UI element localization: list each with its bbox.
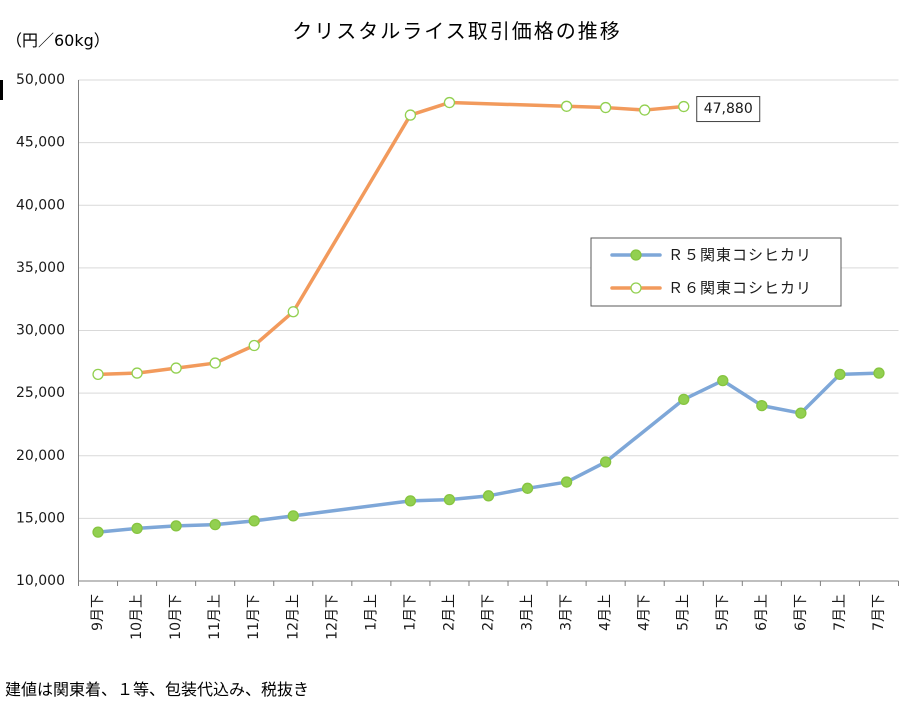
x-axis-tick-labels: 9月下 10月上 10月下 11月上 11月下 12月上 12月下 1月上 1月下 2月上 2月下 3… <box>90 594 887 640</box>
series-1-point <box>443 493 456 506</box>
x-tick-label: 9月下 <box>90 594 106 631</box>
series-2-point <box>560 100 573 112</box>
x-tick-label: 5月下 <box>715 594 731 631</box>
legend-swatch-marker <box>630 249 642 261</box>
y-tick-label: 50,000 <box>16 72 65 88</box>
x-tick-label: 6月下 <box>793 594 809 631</box>
x-tick-label: 2月上 <box>441 594 457 631</box>
series-1-point <box>599 456 612 468</box>
series-1-point <box>873 367 885 379</box>
data-labels: 47,880 <box>696 96 761 123</box>
x-tick-label: 10月下 <box>168 594 184 640</box>
series-1-point <box>287 510 299 522</box>
x-tick-label: 7月上 <box>832 594 848 631</box>
x-tick-label: 12月上 <box>285 594 301 640</box>
x-tick-label: 3月下 <box>559 594 575 631</box>
series-1-line <box>96 371 881 534</box>
edge-marker <box>0 80 3 100</box>
price-trend-line-chart: 10,000 15,000 20,000 25,000 30,000 35,000 40,0… <box>16 72 899 640</box>
legend-box <box>590 237 842 307</box>
x-tick-label: 4月下 <box>637 594 653 631</box>
y-axis-tick-labels: 10,000 15,000 20,000 25,000 30,000 35,000 40,0… <box>16 72 65 589</box>
series-2-point <box>131 367 143 379</box>
series-2-point <box>170 362 182 374</box>
series-2-point <box>404 109 417 121</box>
y-tick-label: 40,000 <box>16 197 65 213</box>
series-1-point <box>560 476 573 488</box>
series-1-point <box>209 518 221 531</box>
y-tick-label: 15,000 <box>16 510 65 526</box>
x-tick-label: 11月上 <box>207 594 223 640</box>
x-tick-label: 5月上 <box>676 594 692 631</box>
x-tick-label: 2月下 <box>481 594 497 631</box>
series-1-point <box>795 407 807 419</box>
y-tick-label: 35,000 <box>16 260 65 276</box>
y-tick-label: 30,000 <box>16 323 65 339</box>
data-label-box <box>696 96 761 123</box>
series-2-point <box>209 357 221 369</box>
y-tick-label: 10,000 <box>16 573 65 589</box>
x-tick-label: 6月上 <box>754 594 770 631</box>
x-tick-label: 10月上 <box>129 594 145 640</box>
x-tick-label: 7月下 <box>871 594 887 631</box>
series-1-point <box>92 526 104 538</box>
y-axis-unit-label: （円／60kg） <box>6 31 110 50</box>
x-tick-label: 3月上 <box>520 594 536 631</box>
x-tick-label: 1月下 <box>402 594 418 631</box>
y-tick-label: 25,000 <box>16 385 65 401</box>
series-layer <box>92 96 885 538</box>
legend-swatch-marker <box>630 282 642 294</box>
series-2-point <box>248 339 260 352</box>
data-label: 47,880 <box>704 101 753 117</box>
series-1-point <box>248 515 260 527</box>
x-tick-label: 11月下 <box>246 594 262 640</box>
series-2-point <box>678 100 690 113</box>
series-2-line <box>96 100 686 377</box>
series-1-point <box>717 374 729 387</box>
footnote: 建値は関東着、１等、包装代込み、税抜き <box>5 680 310 699</box>
legend: Ｒ５関東コシヒカリ Ｒ６関東コシヒカリ <box>590 237 842 307</box>
x-tick-label: 12月下 <box>324 594 340 640</box>
series-1-point <box>404 495 417 507</box>
series-1-point <box>170 520 182 532</box>
legend-label: Ｒ６関東コシヒカリ <box>668 279 812 297</box>
series-1-point <box>131 522 143 535</box>
series-1-point <box>756 399 768 412</box>
series-2-point <box>287 306 299 318</box>
series-2-point <box>599 101 612 114</box>
series-1-point <box>834 368 846 380</box>
series-1-point <box>678 393 690 406</box>
series-2 <box>92 96 690 380</box>
series-2-point <box>639 104 651 116</box>
y-tick-label: 20,000 <box>16 448 65 464</box>
series-2-point <box>443 96 456 109</box>
legend-entry-2: Ｒ６関東コシヒカリ <box>610 279 812 297</box>
x-tick-label: 1月上 <box>363 594 379 631</box>
chart-title: クリスタルライス取引価格の推移 <box>292 19 622 43</box>
legend-label: Ｒ５関東コシヒカリ <box>668 246 812 264</box>
axes <box>78 80 899 586</box>
series-1-point <box>482 490 495 502</box>
y-tick-label: 45,000 <box>16 135 65 151</box>
series-2-point <box>92 368 104 380</box>
series-1 <box>92 367 885 538</box>
x-tick-label: 4月上 <box>598 594 614 631</box>
series-1-point <box>521 482 534 494</box>
legend-entry-1: Ｒ５関東コシヒカリ <box>610 246 812 264</box>
